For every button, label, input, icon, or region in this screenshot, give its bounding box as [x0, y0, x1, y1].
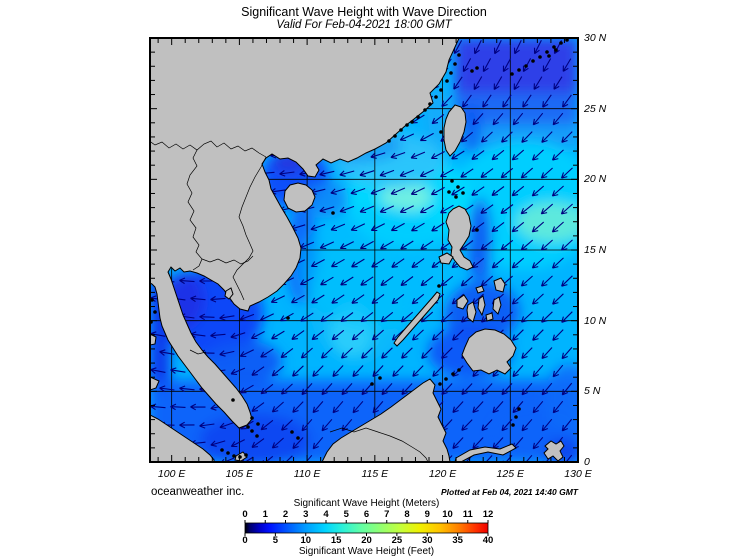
colorbar-meters-tick: 0	[242, 509, 248, 520]
colorbar-meters-tick: 3	[303, 509, 309, 520]
lat-tick-label: 15 N	[584, 244, 607, 256]
lat-tick-label: 25 N	[584, 102, 607, 115]
colorbar-feet-tick: 20	[361, 535, 372, 546]
lat-tick-label: 0	[584, 456, 590, 468]
colorbar-title-meters: Significant Wave Height (Meters)	[293, 498, 440, 509]
colorbar-meters-tick: 4	[323, 509, 329, 520]
lon-tick-label: 120 E	[428, 468, 457, 480]
colorbar-feet-tick: 25	[391, 535, 403, 546]
lat-tick-label: 30 N	[584, 32, 607, 44]
lat-tick-label: 20 N	[584, 173, 607, 186]
colorbar-meters-tick: 12	[482, 509, 494, 520]
land-masses	[150, 38, 565, 462]
credit-text: oceanweather inc.	[151, 486, 245, 498]
colorbar-meters-tick: 8	[404, 509, 410, 520]
colorbar-meters-tick: 1	[262, 509, 268, 520]
axes-frame	[149, 37, 579, 463]
page-title: Significant Wave Height with Wave Direct…	[241, 5, 487, 19]
colorbar-feet-tick: 35	[452, 535, 463, 546]
colorbar-feet-tick: 40	[482, 535, 494, 546]
colorbar-meters-tick: 6	[363, 509, 370, 520]
colorbar-meters-tick: 11	[462, 509, 473, 520]
country-borders	[150, 140, 429, 462]
lat-tick-label: 10 N	[584, 314, 607, 327]
colorbar-feet-tick: 30	[421, 535, 433, 546]
lon-tick-label: 115 E	[361, 468, 389, 480]
colorbar	[244, 520, 489, 536]
colorbar-feet-tick: 5	[272, 535, 279, 546]
lon-tick-label: 125 E	[496, 468, 524, 480]
colorbar-meters-tick: 7	[384, 509, 390, 520]
lon-tick-label: 100 E	[157, 468, 186, 480]
colorbar-meters-tick: 2	[282, 509, 289, 520]
colorbar-feet-tick: 0	[242, 535, 248, 546]
lon-tick-label: 130 E	[564, 468, 592, 480]
lon-tick-label: 110 E	[293, 468, 321, 480]
colorbar-meters-tick: 9	[424, 509, 430, 520]
colorbar-title-feet: Significant Wave Height (Feet)	[298, 546, 435, 557]
colorbar-meters-tick: 10	[442, 509, 453, 520]
colorbar-feet-tick: 10	[300, 535, 312, 546]
lat-tick-label: 5 N	[584, 385, 601, 398]
colorbar-feet-tick: 15	[330, 535, 342, 546]
map-plot-area	[150, 38, 578, 462]
plotted-timestamp: Plotted at Feb 04, 2021 14:40 GMT	[441, 487, 578, 497]
lon-tick-label: 105 E	[225, 468, 254, 480]
small-islands	[150, 38, 569, 459]
colorbar-meters-tick: 5	[343, 509, 349, 520]
valid-time-subtitle: Valid For Feb-04-2021 18:00 GMT	[276, 19, 452, 31]
